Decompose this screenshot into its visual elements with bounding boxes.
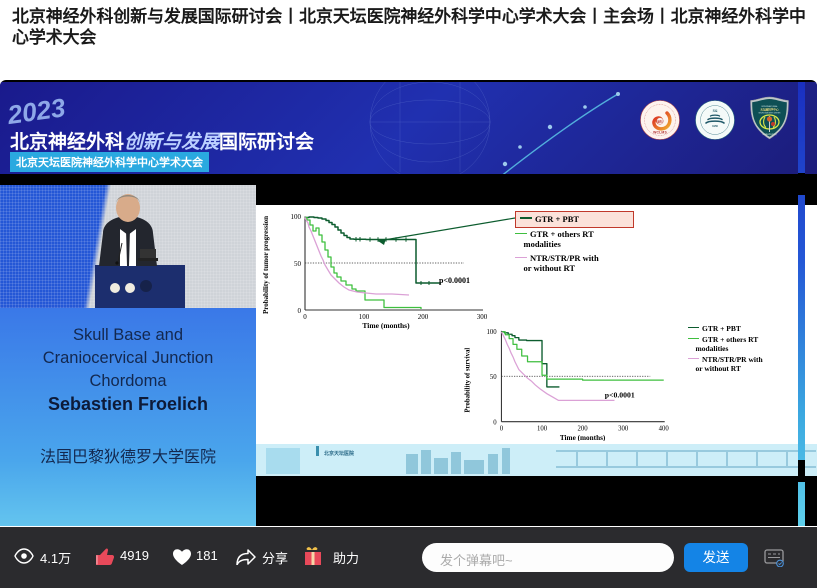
svg-text:50: 50: [490, 374, 497, 381]
svg-text:Time (months): Time (months): [362, 321, 410, 330]
svg-text:200: 200: [418, 313, 429, 321]
svg-text:脑科: 脑科: [657, 119, 663, 123]
svg-text:Probability of survival: Probability of survival: [465, 348, 472, 413]
svg-text:WCLMS: WCLMS: [653, 131, 667, 135]
svg-text:NEUROSURGERY CENTER: NEUROSURGERY CENTER: [759, 113, 782, 115]
svg-text:300: 300: [477, 313, 488, 321]
svg-text:100: 100: [359, 313, 370, 321]
svg-text:0: 0: [493, 420, 497, 427]
svg-text:100: 100: [486, 329, 497, 336]
svg-text:100: 100: [537, 425, 548, 432]
svg-text:300: 300: [618, 425, 629, 432]
svg-text:200: 200: [578, 425, 589, 432]
svg-text:天坛: 天坛: [713, 108, 718, 112]
svg-text:北京天坛医院: 北京天坛医院: [324, 450, 354, 457]
svg-text:p<0.0001: p<0.0001: [439, 276, 470, 285]
svg-text:400: 400: [659, 425, 670, 432]
svg-text:Probability of tumor progressi: Probability of tumor progression: [262, 216, 270, 314]
svg-text:0: 0: [298, 307, 302, 315]
svg-text:p<0.0001: p<0.0001: [605, 391, 635, 400]
svg-text:Time (months): Time (months): [560, 434, 606, 441]
svg-text:0: 0: [500, 425, 504, 432]
svg-text:天坛脑科学中心: 天坛脑科学中心: [760, 108, 779, 112]
svg-text:100: 100: [291, 213, 302, 221]
svg-text:0: 0: [303, 313, 307, 321]
svg-text:1956: 1956: [712, 124, 718, 128]
svg-text:50: 50: [294, 260, 302, 268]
